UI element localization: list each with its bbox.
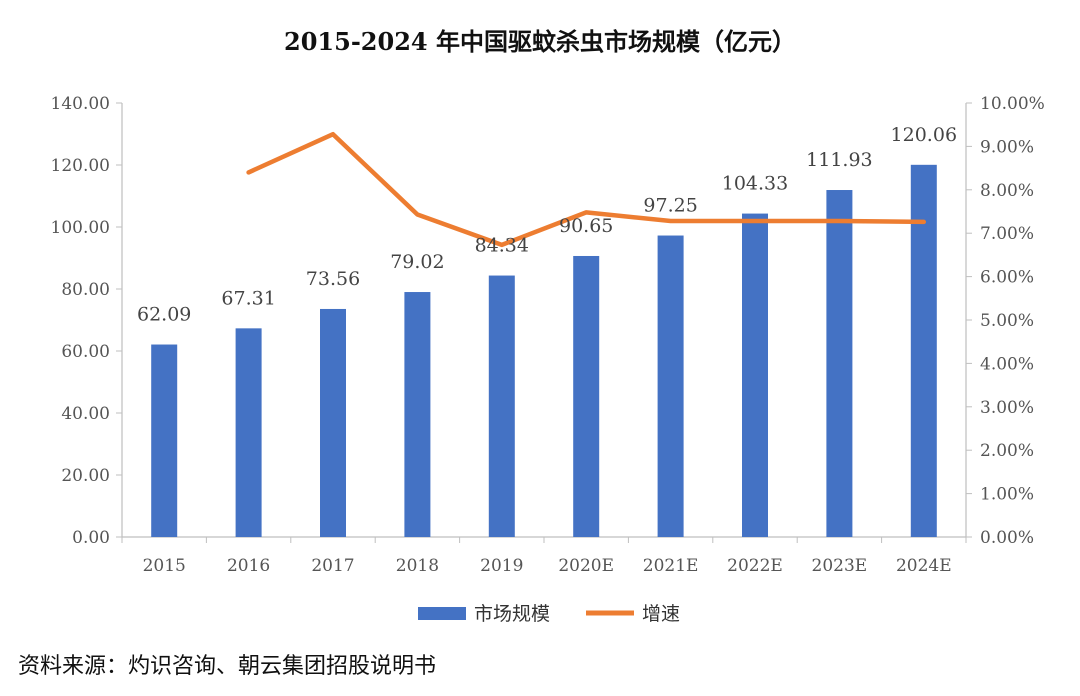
left-tick-label: 80.00	[61, 280, 110, 300]
x-tick-label: 2019	[480, 556, 523, 576]
chart-title: 2015-2024 年中国驱蚊杀虫市场规模（亿元）	[284, 27, 796, 56]
x-tick-label: 2020E	[558, 556, 614, 576]
bar-series	[151, 164, 937, 538]
right-tick-label: 5.00%	[980, 311, 1034, 331]
bar	[320, 308, 346, 537]
right-tick-label: 8.00%	[980, 181, 1034, 201]
bar	[657, 235, 684, 537]
legend-label-bar: 市场规模	[474, 603, 550, 625]
bar-value-label: 79.02	[390, 251, 444, 273]
x-tick-label: 2024E	[896, 556, 952, 576]
bar	[235, 328, 262, 537]
left-tick-label: 20.00	[61, 466, 110, 486]
x-tick-label: 2016	[227, 556, 270, 576]
left-tick-label: 0.00	[72, 528, 110, 548]
x-tick-label: 2021E	[643, 556, 699, 576]
bar-value-label: 111.93	[806, 149, 872, 171]
bar-value-label: 73.56	[306, 268, 360, 290]
right-tick-label: 4.00%	[980, 354, 1034, 374]
bar-value-label: 67.31	[221, 287, 275, 309]
right-tick-label: 0.00%	[980, 528, 1034, 548]
bar	[742, 213, 768, 537]
bar	[910, 164, 937, 537]
bar-value-label: 104.33	[722, 173, 788, 195]
right-tick-label: 9.00%	[980, 137, 1034, 157]
bar	[573, 255, 600, 538]
bar-value-label: 90.65	[559, 215, 613, 237]
left-tick-label: 100.00	[51, 218, 110, 238]
right-tick-label: 7.00%	[980, 224, 1034, 244]
chart-legend: 市场规模 增速	[418, 603, 680, 625]
right-tick-label: 3.00%	[980, 398, 1034, 418]
data-labels: 62.09 67.31 73.56 79.02 84.34 90.65 97.25 104.3…	[137, 124, 957, 326]
growth-line	[246, 131, 927, 248]
right-tick-label: 10.00%	[980, 94, 1045, 114]
right-tick-label: 6.00%	[980, 268, 1034, 288]
left-tick-label: 40.00	[61, 404, 110, 424]
legend-label-line: 增速	[642, 603, 680, 625]
bar-value-label: 62.09	[137, 304, 191, 326]
chart-axes: 0.00 20.00 40.00 60.00 80.00 100.00 120.00 140.…	[51, 94, 1045, 576]
legend-swatch-bar	[418, 607, 466, 620]
right-tick-label: 1.00%	[980, 485, 1034, 505]
line-series	[246, 131, 927, 248]
x-tick-label: 2015	[143, 556, 186, 576]
bar	[151, 344, 178, 537]
bar-value-label: 84.34	[475, 235, 529, 257]
right-tick-label: 2.00%	[980, 441, 1034, 461]
left-tick-label: 140.00	[51, 94, 110, 114]
x-tick-label: 2017	[311, 556, 354, 576]
bar-value-label: 97.25	[643, 195, 697, 217]
bar	[826, 190, 853, 537]
x-tick-label: 2022E	[727, 556, 783, 576]
bar-value-label: 120.06	[891, 124, 957, 146]
left-tick-label: 60.00	[61, 342, 110, 362]
source-note: 资料来源：灼识咨询、朝云集团招股说明书	[18, 654, 437, 679]
x-tick-label: 2018	[396, 556, 439, 576]
bar	[404, 292, 431, 537]
bar	[488, 275, 515, 537]
x-tick-label: 2023E	[812, 556, 868, 576]
left-tick-label: 120.00	[51, 156, 110, 176]
